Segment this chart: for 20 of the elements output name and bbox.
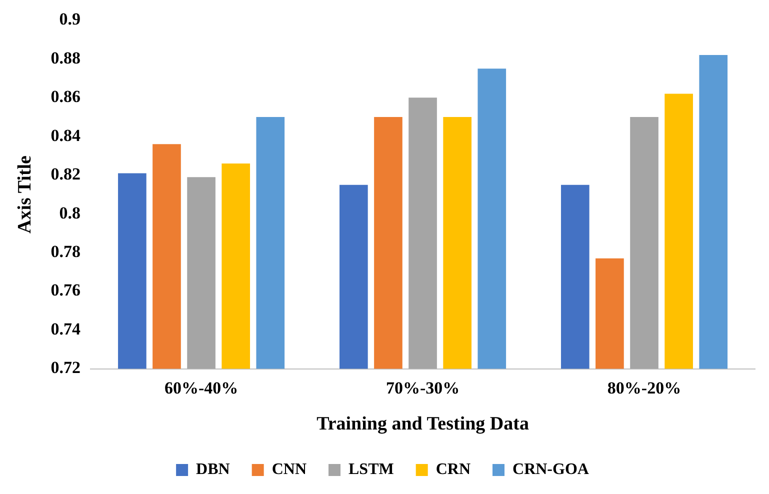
x-tick-label: 60%-40% [164, 378, 238, 398]
y-tick-label: 0.88 [50, 48, 81, 68]
y-tick-label: 0.74 [50, 319, 82, 338]
x-tick-label: 70%-30% [386, 378, 460, 398]
x-axis-title: Training and Testing Data [316, 414, 530, 435]
y-tick-label: 0.72 [50, 358, 81, 378]
y-tick-label: 0.76 [50, 280, 81, 300]
y-axis-title: Axis Title [14, 156, 36, 234]
y-tick-label: 0.86 [50, 87, 81, 106]
y-tick-label: 0.84 [50, 126, 82, 145]
y-tick-label: 0.78 [50, 242, 81, 261]
legend-label: CRN [436, 461, 471, 478]
y-tick-label: 0.82 [50, 164, 81, 184]
legend-label: CRN-GOA [512, 461, 590, 478]
x-tick-label: 80%-20% [607, 378, 682, 398]
y-tick-label: 0.9 [59, 10, 81, 29]
y-tick-label: 0.8 [59, 203, 81, 222]
legend-label: CNN [272, 461, 307, 478]
legend-label: DBN [196, 461, 230, 478]
legend-label: LSTM [348, 461, 394, 478]
